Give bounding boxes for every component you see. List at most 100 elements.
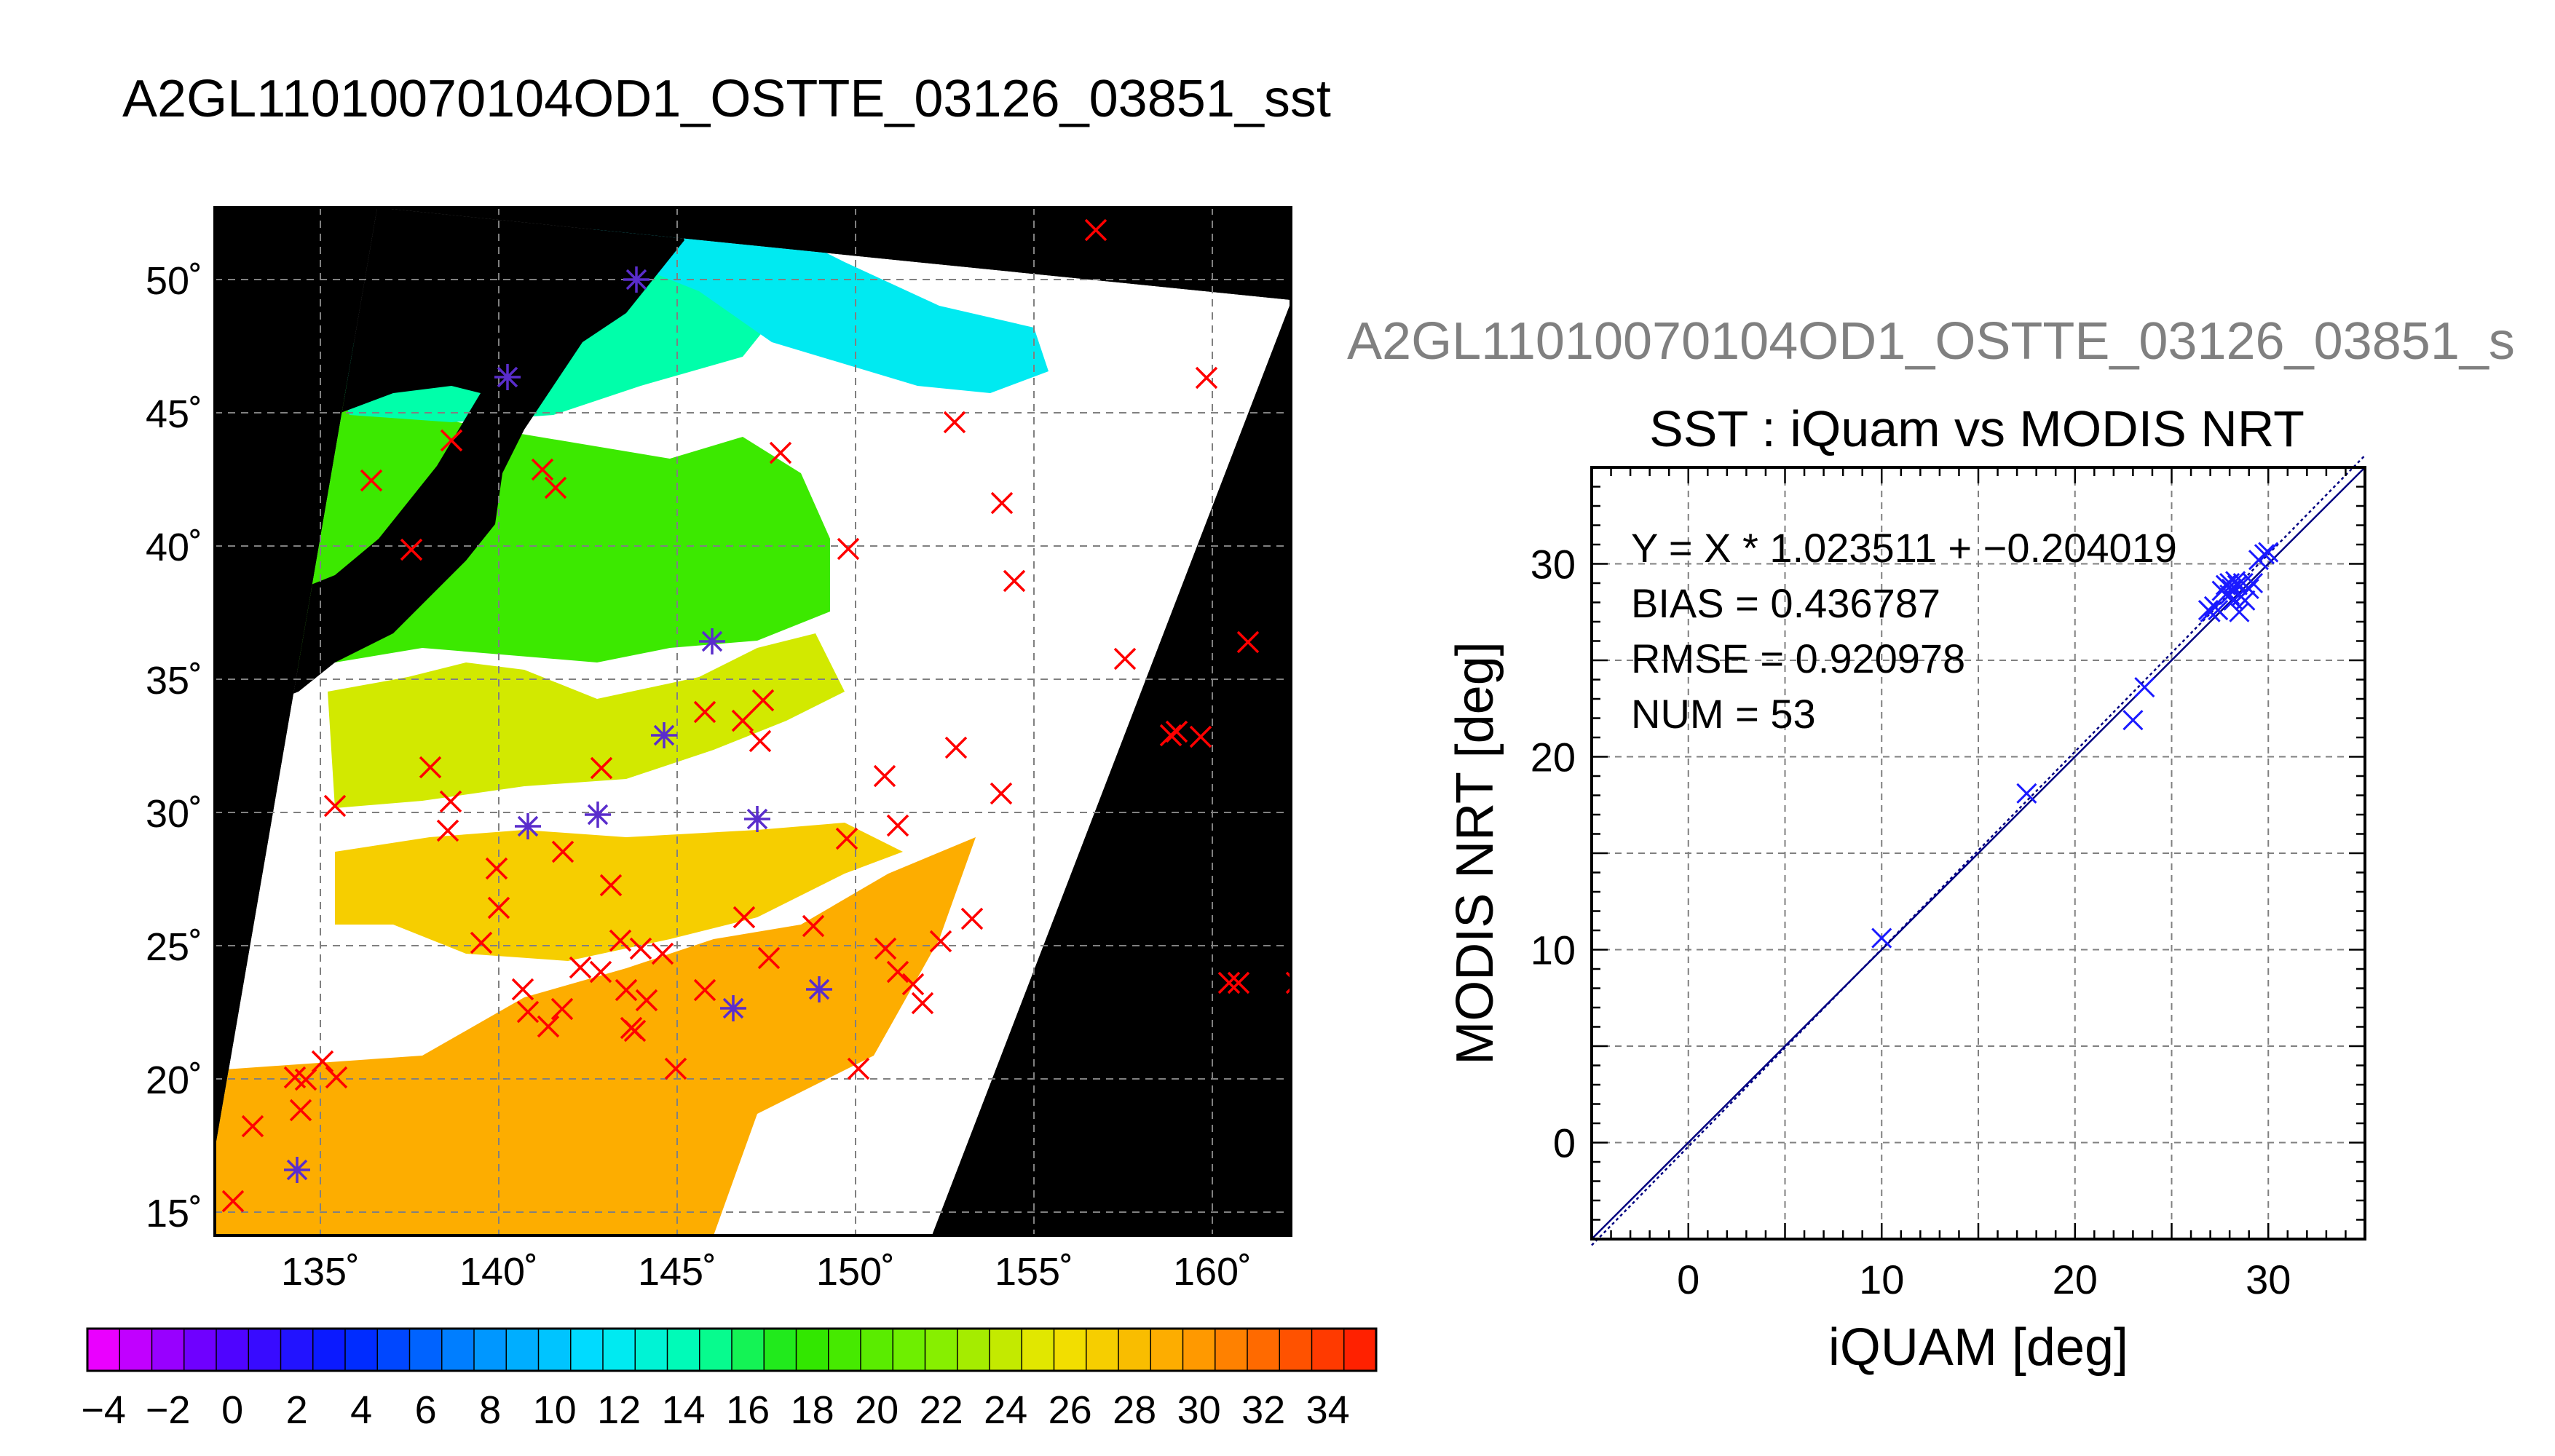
matchup-star-marker — [623, 266, 649, 293]
insitu-cross-marker — [590, 756, 613, 780]
colorbar-cell — [699, 1328, 733, 1372]
matchup-star-marker — [494, 364, 521, 390]
colorbar-cell — [1150, 1328, 1184, 1372]
insitu-cross-marker — [544, 476, 567, 499]
x-tick-label: 0 — [1677, 1257, 1699, 1302]
insitu-cross-marker — [635, 989, 658, 1012]
matchup-star-marker — [720, 995, 746, 1021]
data-point — [2122, 710, 2144, 731]
insitu-cross-marker — [693, 978, 716, 1002]
insitu-cross-marker — [436, 819, 459, 842]
page-title: A2GL11010070104OD1_OSTTE_03126_03851_sst — [122, 70, 1331, 128]
y-tick-label: 20 — [1531, 735, 1576, 780]
colorbar-cell — [860, 1328, 894, 1372]
colorbar-cell — [537, 1328, 572, 1372]
lon-tick-label: 140˚ — [459, 1250, 538, 1289]
lon-tick-label: 155˚ — [995, 1250, 1073, 1289]
colorbar-tick-label: 30 — [1177, 1388, 1221, 1432]
x-axis-label: iQUAM [deg] — [1828, 1318, 2128, 1377]
colorbar-tick-label: −4 — [81, 1388, 126, 1432]
data-point — [2208, 600, 2229, 621]
colorbar-cells — [87, 1328, 1378, 1372]
y-tick-label: 30 — [1531, 542, 1576, 587]
axis-ticks — [1590, 466, 2366, 1241]
data-points — [1871, 542, 2279, 949]
insitu-cross-marker — [241, 1115, 264, 1138]
colorbar-tick-label: 2 — [286, 1388, 308, 1432]
stats-bias: BIAS = 0.436787 — [1631, 580, 1940, 626]
insitu-cross-marker — [1113, 647, 1137, 670]
stats-fit: Y = X * 1.023511 + −0.204019 — [1631, 525, 2177, 571]
data-point — [2235, 590, 2256, 611]
colorbar-cell — [602, 1328, 636, 1372]
colorbar-tick-label: 14 — [662, 1388, 706, 1432]
insitu-cross-marker — [731, 709, 754, 732]
insitu-cross-marker — [911, 992, 934, 1015]
colorbar-cell — [1247, 1328, 1281, 1372]
insitu-cross-marker — [769, 441, 792, 464]
y-tick-label: 0 — [1553, 1120, 1576, 1166]
x-tick-label: 30 — [2246, 1257, 2291, 1302]
colorbar-tick-label: 22 — [920, 1388, 963, 1432]
insitu-cross-marker — [1236, 630, 1260, 654]
insitu-cross-marker — [873, 764, 896, 788]
colorbar-tick-label: 32 — [1241, 1388, 1285, 1432]
colorbar-tick-label: −2 — [146, 1388, 191, 1432]
colorbar-cell — [1182, 1328, 1217, 1372]
lon-tick-label: 150˚ — [816, 1250, 895, 1289]
insitu-cross-marker — [599, 874, 623, 897]
insitu-cross-marker — [944, 736, 968, 759]
colorbar-cell — [892, 1328, 926, 1372]
colorbar-cell — [795, 1328, 830, 1372]
insitu-cross-marker — [651, 942, 674, 965]
one-to-one-line — [1591, 467, 2366, 1240]
colorbar-cell — [924, 1328, 959, 1372]
insitu-cross-marker — [837, 537, 860, 561]
lat-tick-label: 20˚ — [146, 1059, 202, 1102]
insitu-cross-marker — [629, 937, 652, 960]
insitu-cross-marker — [901, 973, 925, 996]
insitu-cross-marker — [1227, 971, 1250, 994]
insitu-cross-marker — [664, 1057, 687, 1080]
insitu-cross-marker — [757, 946, 781, 970]
insitu-cross-marker — [221, 1190, 245, 1213]
matchup-star-marker — [284, 1157, 310, 1183]
data-point — [2258, 542, 2279, 563]
colorbar-cell — [570, 1328, 604, 1372]
insitu-cross-marker — [874, 937, 897, 960]
colorbar-tick-label: 24 — [984, 1388, 1027, 1432]
y-tick-label: 10 — [1531, 927, 1576, 973]
data-point — [2134, 677, 2155, 698]
insitu-cross-marker — [323, 794, 347, 818]
colorbar: −4 −2 0 2 4 6 8 10 12 14 16 18 20 22 24 26 28 30 32 34 — [81, 1327, 1378, 1432]
matchup-star-marker — [651, 722, 677, 748]
x-tick-labels: 0 10 20 30 — [1677, 1257, 2291, 1302]
insitu-cross-marker — [470, 931, 493, 954]
colorbar-tick-label: 26 — [1049, 1388, 1092, 1432]
insitu-cross-marker — [1165, 720, 1188, 743]
insitu-cross-marker — [620, 1016, 643, 1040]
insitu-cross-marker — [511, 978, 534, 1001]
insitu-cross-marker — [419, 756, 442, 779]
insitu-cross-marker — [615, 978, 638, 1002]
insitu-cross-marker — [960, 907, 984, 930]
lat-tick-label: 15˚ — [146, 1192, 202, 1235]
insitu-cross-marker — [289, 1099, 312, 1122]
colorbar-cell — [1021, 1328, 1055, 1372]
insitu-cross-marker — [516, 1000, 540, 1024]
colorbar-cell — [441, 1328, 475, 1372]
colorbar-cell — [957, 1328, 991, 1372]
matchup-star-marker — [585, 802, 611, 828]
insitu-cross-marker — [990, 491, 1014, 515]
scatter-filename: A2GL11010070104OD1_OSTTE_03126_03851_s — [1347, 312, 2515, 371]
colorbar-tick-label: 18 — [791, 1388, 834, 1432]
lat-tick-label: 40˚ — [146, 526, 202, 569]
insitu-cross-marker — [311, 1050, 334, 1073]
insitu-cross-marker — [886, 960, 909, 984]
colorbar-cell — [666, 1328, 701, 1372]
colorbar-cell — [828, 1328, 862, 1372]
lat-tick-label: 25˚ — [146, 925, 202, 969]
matchup-star-marker — [806, 976, 832, 1002]
insitu-cross-marker — [802, 914, 825, 938]
colorbar-tick-label: 0 — [221, 1388, 243, 1432]
